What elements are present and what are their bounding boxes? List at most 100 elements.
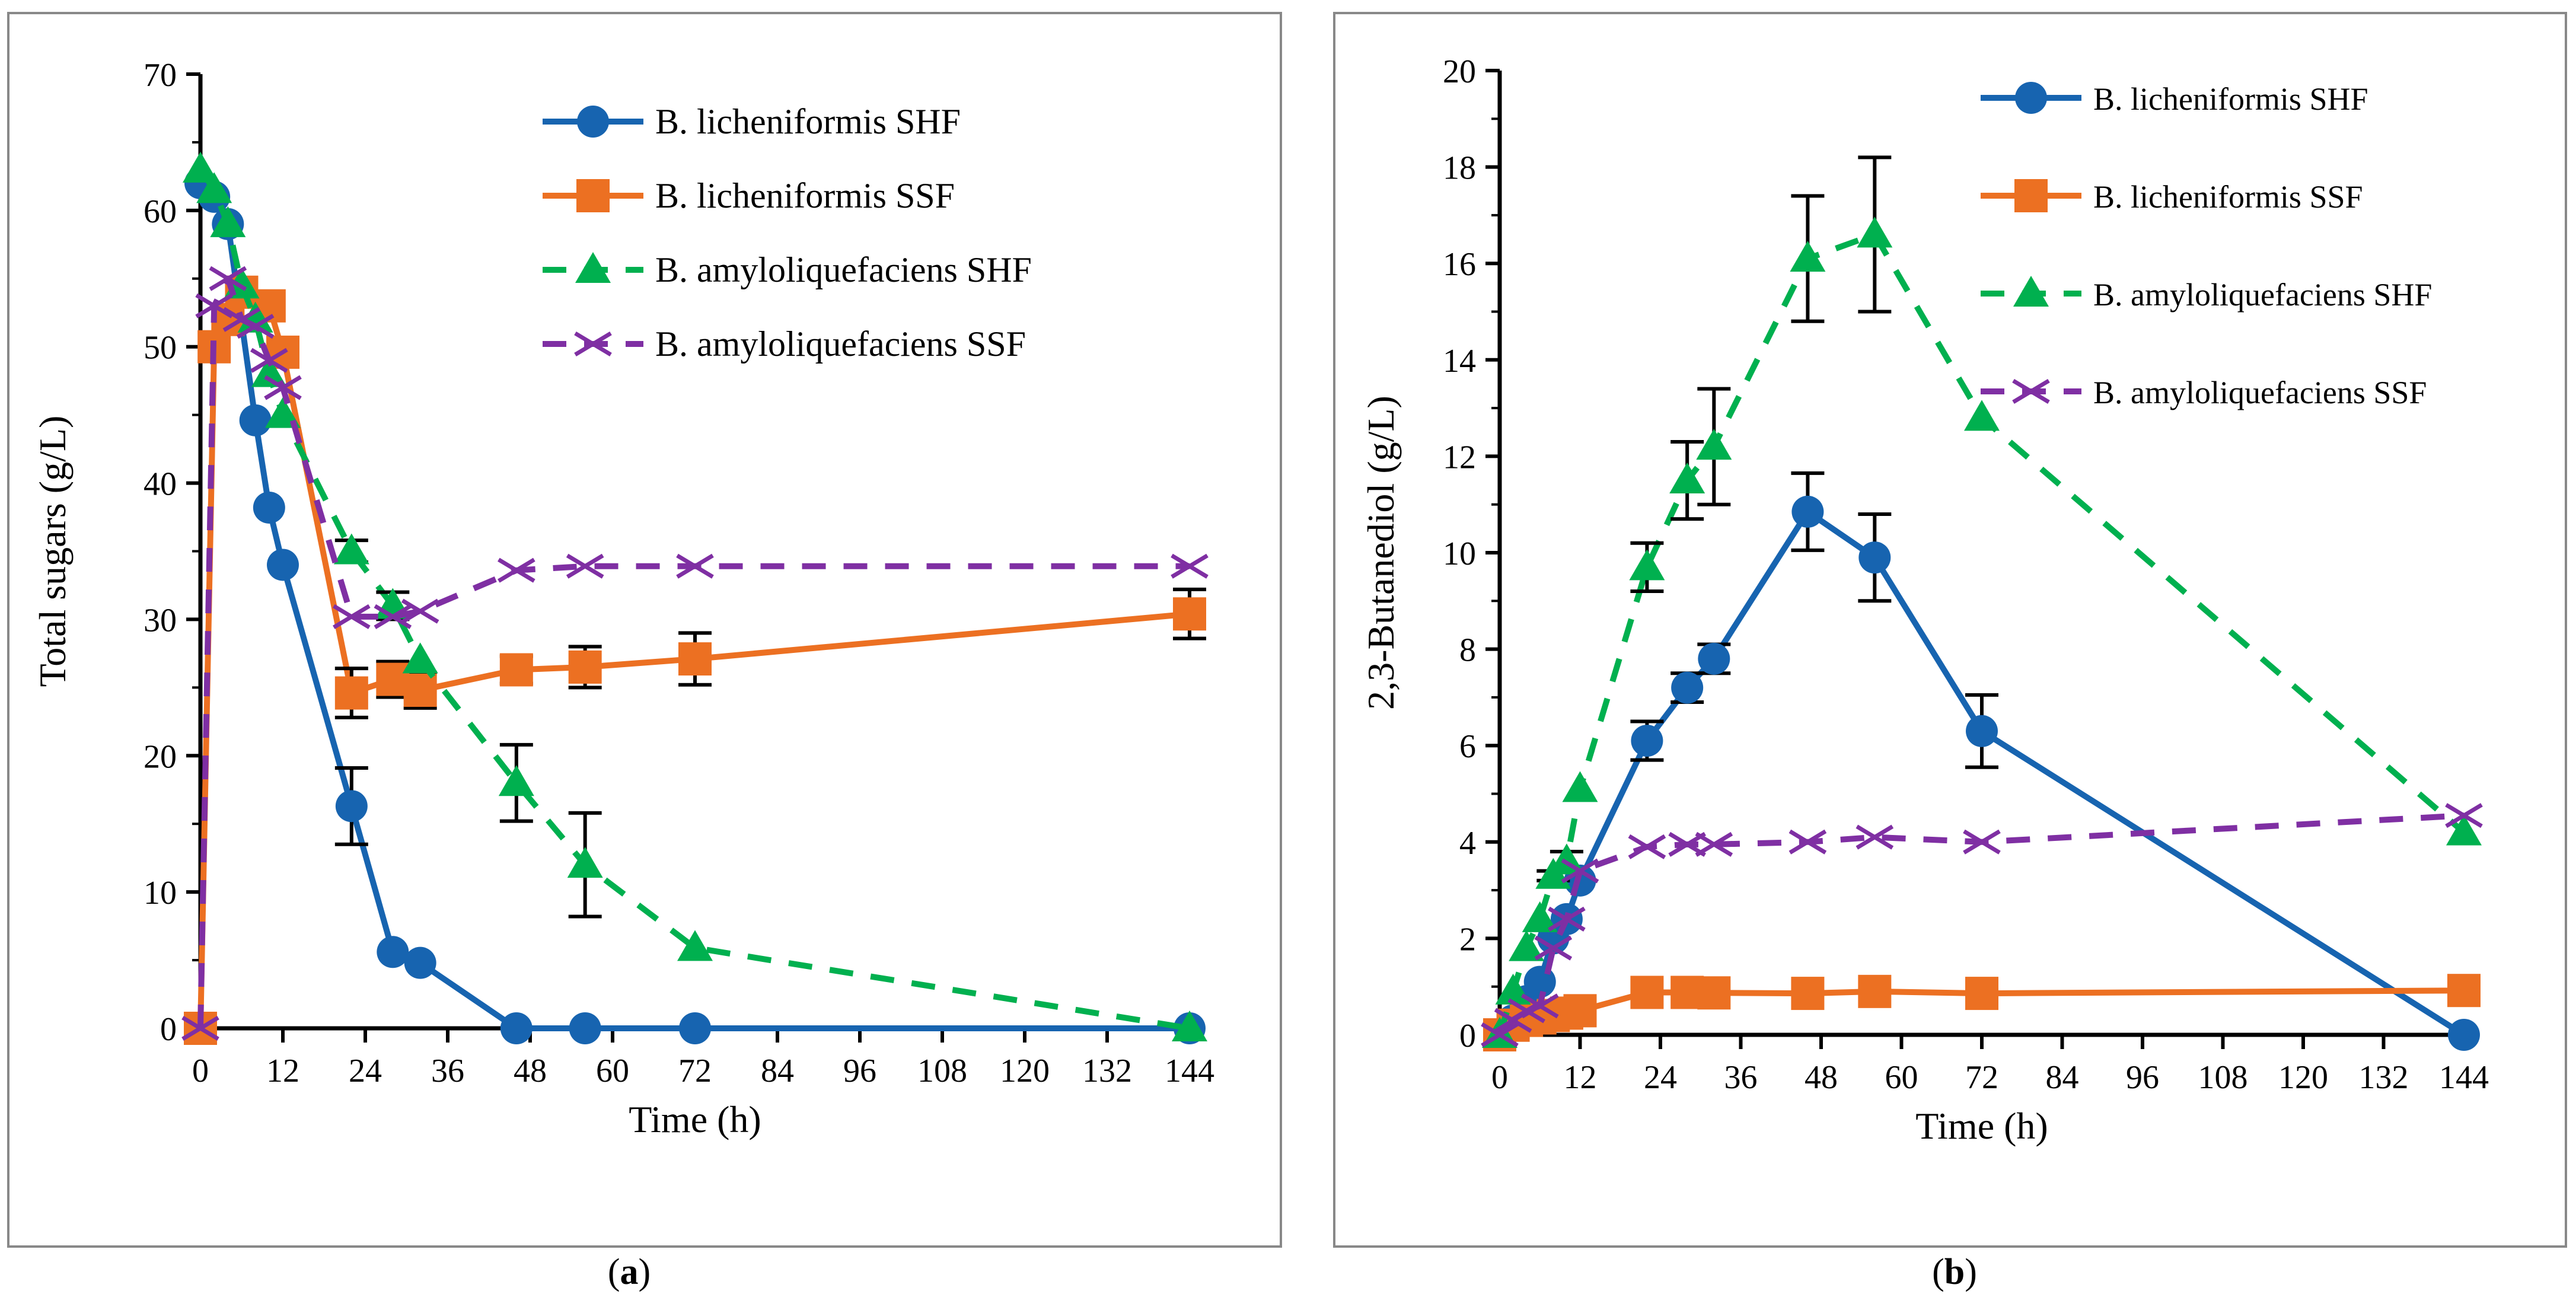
data-point (181, 1015, 219, 1041)
legend-marker (2013, 276, 2049, 307)
chart-a: 0 12 24 36 48 60 72 84 96 108 120 132 144 0 10 20 30 40 50… (31, 57, 1214, 1140)
data-point (209, 266, 247, 291)
data-point (403, 673, 437, 707)
data-point (253, 491, 285, 524)
data-point (568, 650, 602, 684)
data-point (1629, 549, 1665, 581)
x-tick-label: 84 (761, 1053, 794, 1089)
data-point (402, 642, 438, 674)
series-3 (181, 266, 1209, 1041)
y-tick-label: 0 (1459, 1018, 1476, 1054)
x-tick-label: 24 (349, 1053, 382, 1089)
legend-label: B. amyloliquefaciens SSF (655, 324, 1026, 364)
x-tick-label: 36 (431, 1053, 464, 1089)
data-point (1964, 400, 2000, 431)
x-tick-label: 132 (1082, 1053, 1132, 1089)
y-tick-label: 2 (1459, 921, 1476, 958)
y-tick-label: 12 (1443, 439, 1476, 476)
data-point (2447, 974, 2481, 1008)
data-point (1534, 935, 1573, 961)
data-point (1173, 597, 1206, 631)
data-point (264, 375, 302, 400)
y-axis-title: 2,3-Butanediol (g/L) (1360, 396, 1402, 710)
data-point (1856, 824, 1894, 850)
data-point (499, 653, 533, 687)
data-point (195, 293, 233, 318)
x-tick-label: 72 (1965, 1059, 1998, 1096)
data-point (1630, 976, 1664, 1009)
y-tick-label: 50 (144, 330, 177, 366)
y-tick-label: 70 (144, 57, 177, 94)
data-point (183, 151, 218, 183)
data-point (210, 206, 246, 237)
data-point (1791, 495, 1824, 528)
data-point (404, 946, 436, 979)
data-point (2446, 814, 2482, 846)
data-point (1171, 553, 1209, 579)
x-tick-label: 12 (266, 1053, 299, 1089)
y-tick-label: 8 (1459, 632, 1476, 669)
data-point (239, 404, 272, 436)
data-point (1858, 974, 1892, 1008)
data-point (1172, 1011, 1207, 1041)
legend-label: B. amyloliquefaciens SSF (2093, 375, 2427, 410)
legend-label: B. licheniformis SHF (2093, 81, 2368, 117)
data-point (374, 604, 412, 629)
x-tick-label: 72 (678, 1053, 712, 1089)
data-point (250, 348, 288, 373)
data-point (1697, 976, 1731, 1010)
data-point (1520, 993, 1559, 1019)
x-tick-label: 36 (1724, 1059, 1758, 1096)
data-point (236, 314, 275, 339)
x-tick-label: 48 (514, 1053, 547, 1089)
data-point (1481, 1022, 1519, 1048)
legend-marker (576, 179, 610, 212)
x-axis-title: Time (h) (1915, 1105, 2048, 1147)
y-tick-label: 14 (1443, 343, 1476, 380)
x-tick-label: 0 (1491, 1059, 1508, 1096)
legend-label: B. amyloliquefaciens SHF (2093, 277, 2432, 313)
data-point (677, 930, 713, 961)
data-point (1509, 930, 1545, 961)
data-point (1628, 834, 1666, 859)
data-point (1857, 216, 1893, 248)
legend-marker (574, 331, 612, 357)
legend-marker (2014, 179, 2048, 212)
x-axis-title: Time (h) (629, 1098, 761, 1140)
series-0 (184, 167, 1206, 1044)
y-tick-label: 60 (144, 193, 177, 230)
data-point (1563, 994, 1597, 1028)
data-point (2448, 1019, 2480, 1051)
data-point (1791, 977, 1825, 1011)
data-point (267, 549, 299, 581)
data-point (1695, 831, 1733, 857)
panel-b-label: (b) (1932, 1252, 1977, 1292)
x-tick-label: 144 (1165, 1053, 1214, 1089)
data-point (335, 790, 368, 823)
data-point (333, 533, 369, 565)
data-point (1790, 241, 1826, 272)
data-point (1562, 771, 1598, 802)
data-point (196, 172, 232, 203)
data-point (401, 598, 439, 624)
x-tick-label: 0 (192, 1053, 209, 1089)
data-point (500, 1012, 533, 1044)
y-tick-label: 6 (1459, 728, 1476, 765)
data-point (1966, 715, 1998, 747)
legend-marker (575, 252, 611, 283)
data-point (1548, 906, 1586, 932)
x-tick-label: 120 (1000, 1053, 1050, 1089)
y-tick-label: 40 (144, 466, 177, 503)
legend-label: B. licheniformis SSF (655, 176, 955, 215)
legend-marker (2012, 378, 2050, 404)
legend-marker (2015, 82, 2047, 114)
y-tick-label: 0 (160, 1011, 177, 1048)
panel-b-frame (1333, 12, 2567, 1248)
series-line (197, 275, 1190, 1029)
legend-label: B. licheniformis SHF (655, 102, 961, 141)
data-point (2445, 803, 2483, 828)
data-point (566, 553, 604, 579)
y-tick-label: 18 (1443, 150, 1476, 187)
data-point (498, 765, 534, 796)
data-point (1696, 429, 1732, 460)
